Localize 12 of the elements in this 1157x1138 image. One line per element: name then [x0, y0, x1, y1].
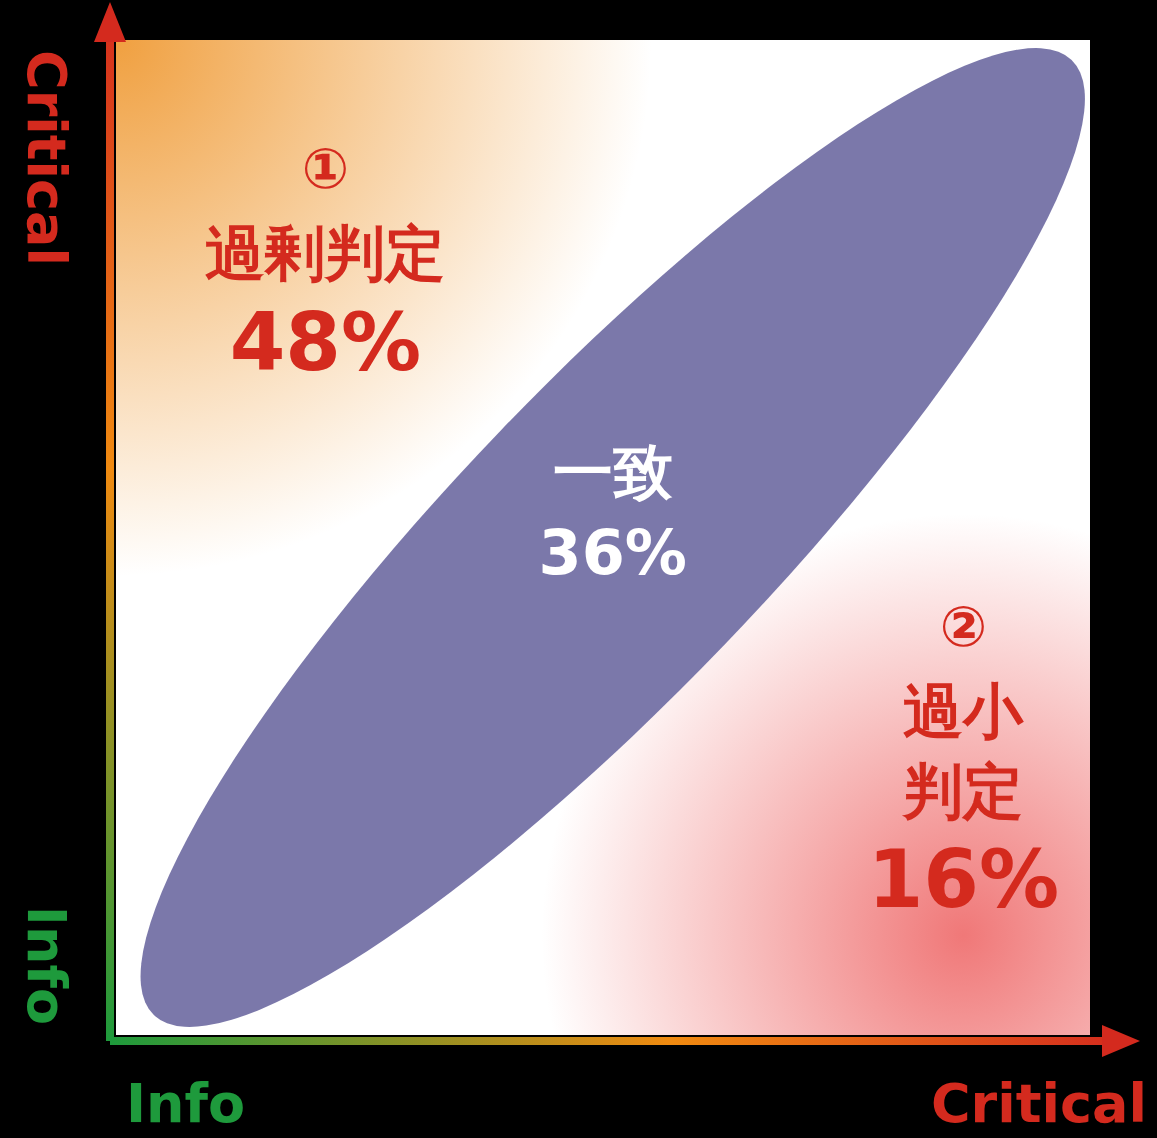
category-label: 過小判定: [901, 676, 1025, 827]
text: ②: [939, 594, 988, 660]
text: ①: [301, 136, 350, 202]
text: Info: [14, 905, 78, 1025]
data-label: 36%: [538, 515, 687, 589]
text: Critical: [14, 50, 78, 267]
data-label: 16%: [867, 833, 1060, 927]
category-label: 一致: [552, 437, 673, 508]
data-label: 48%: [229, 295, 422, 389]
text: Info: [126, 1072, 246, 1136]
category-label: 過剰判定: [205, 218, 446, 289]
text: Critical: [930, 1072, 1147, 1136]
